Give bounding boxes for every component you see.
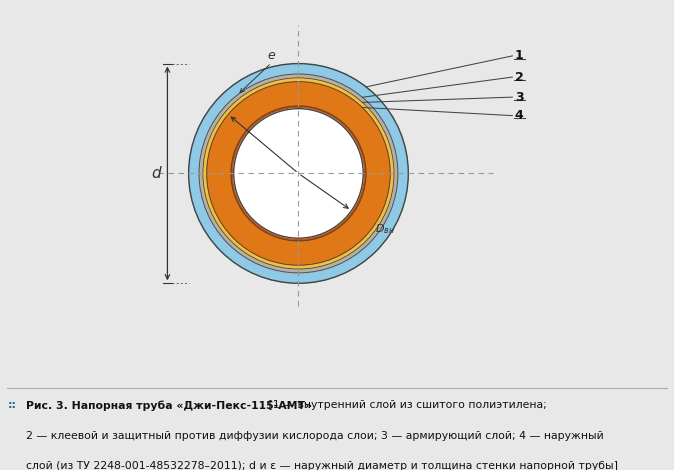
Text: Рис. 3. Напорная труба «Джи-Пекс-115-АМТ»: Рис. 3. Напорная труба «Джи-Пекс-115-АМТ… xyxy=(26,400,311,411)
Circle shape xyxy=(199,74,398,273)
Circle shape xyxy=(189,63,408,283)
Text: 3: 3 xyxy=(515,91,524,103)
Text: $d$: $d$ xyxy=(151,165,162,181)
Text: $D_{вн}$: $D_{вн}$ xyxy=(375,222,394,236)
Text: 2: 2 xyxy=(515,70,524,84)
Text: 4: 4 xyxy=(515,109,524,122)
Circle shape xyxy=(234,109,363,238)
Text: [1 — внутренний слой из сшитого полиэтилена;: [1 — внутренний слой из сшитого полиэтил… xyxy=(265,400,547,410)
Text: $e$: $e$ xyxy=(267,49,276,62)
Text: 2 — клеевой и защитный против диффузии кислорода слои; 3 — армирующий слой; 4 — : 2 — клеевой и защитный против диффузии к… xyxy=(26,431,603,441)
Circle shape xyxy=(231,106,366,241)
Circle shape xyxy=(207,82,390,265)
Text: слой (из ТУ 2248-001-48532278–2011); d и ε — наружный диаметр и толщина стенки н: слой (из ТУ 2248-001-48532278–2011); d и… xyxy=(26,461,617,470)
Text: 1: 1 xyxy=(515,49,524,63)
Circle shape xyxy=(203,78,394,269)
Text: ::: :: xyxy=(8,400,17,410)
